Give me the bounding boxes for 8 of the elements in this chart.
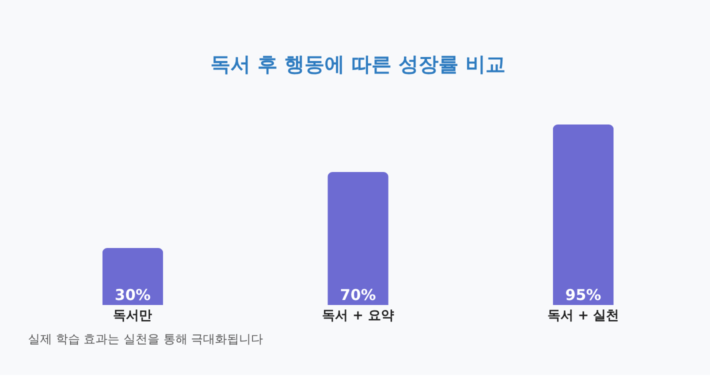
x-tick-label: 독서만 xyxy=(113,308,152,324)
data-label: 95% xyxy=(565,286,602,304)
data-label: 30% xyxy=(114,286,151,304)
chart-title: 독서 후 행동에 따른 성장률 비교 xyxy=(210,52,506,76)
text: 실제 학습 효과는 실천을 통해 극대화됩니다 xyxy=(28,332,264,346)
x-tick-label: 독서 + 실천 xyxy=(547,308,620,324)
data-label: 70% xyxy=(340,286,376,304)
x-tick-label: 독서 + 요약 xyxy=(322,308,394,324)
